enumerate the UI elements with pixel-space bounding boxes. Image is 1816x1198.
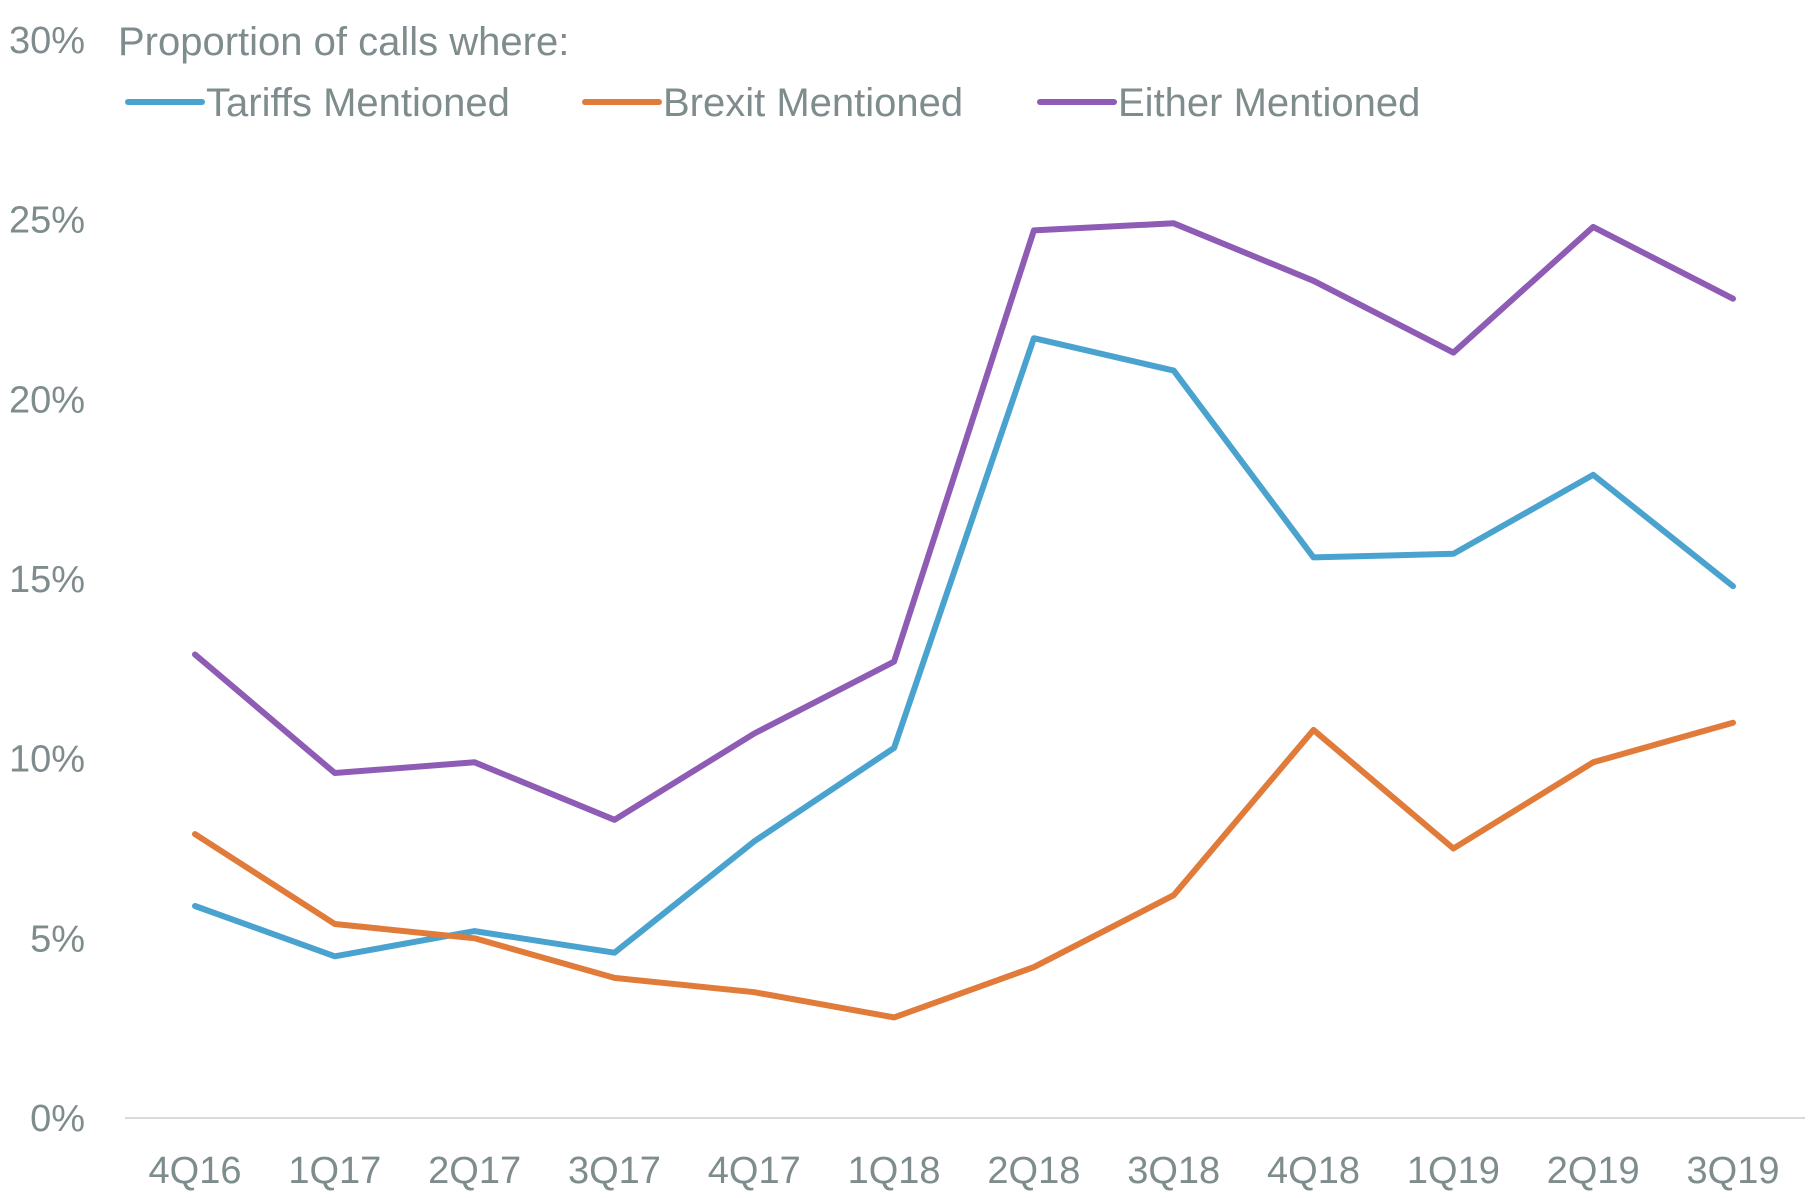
legend-label-brexit-mentioned: Brexit Mentioned [663, 81, 963, 125]
x-tick-label: 1Q19 [1407, 1150, 1500, 1192]
y-tick-label: 20% [9, 379, 85, 421]
x-tick-label: 4Q17 [708, 1150, 801, 1192]
legend: Tariffs Mentioned Brexit Mentioned Either … [125, 81, 1420, 125]
y-tick-label: 10% [9, 739, 85, 781]
series-layer [192, 220, 1736, 1021]
x-tick-label: 3Q17 [568, 1150, 661, 1192]
x-axis: 4Q16 1Q17 2Q17 3Q17 4Q17 1Q18 2Q18 3Q18 4Q18 1Q19… [149, 1150, 1780, 1192]
series-line-either-mentioned [192, 220, 1736, 823]
y-tick-label: 30% [9, 20, 85, 62]
y-axis: 0% 5% 10% 15% 20% 25% 30% [9, 20, 85, 1140]
x-tick-label: 2Q18 [987, 1150, 1080, 1192]
x-tick-label: 2Q19 [1547, 1150, 1640, 1192]
x-tick-label: 4Q18 [1267, 1150, 1360, 1192]
y-tick-label: 15% [9, 559, 85, 601]
y-tick-label: 5% [30, 918, 85, 960]
x-tick-label: 3Q19 [1687, 1150, 1780, 1192]
legend-label-tariffs-mentioned: Tariffs Mentioned [206, 81, 510, 125]
series-line-tariffs-mentioned [192, 335, 1736, 960]
series-line-brexit-mentioned [192, 719, 1736, 1021]
x-tick-label: 1Q17 [288, 1150, 381, 1192]
y-tick-label: 25% [9, 200, 85, 242]
x-tick-label: 3Q18 [1127, 1150, 1220, 1192]
chart-title: Proportion of calls where: [118, 20, 569, 64]
x-tick-label: 2Q17 [428, 1150, 521, 1192]
legend-label-either-mentioned: Either Mentioned [1118, 81, 1420, 125]
x-tick-label: 4Q16 [149, 1150, 242, 1192]
y-tick-label: 0% [30, 1098, 85, 1140]
x-tick-label: 1Q18 [848, 1150, 941, 1192]
